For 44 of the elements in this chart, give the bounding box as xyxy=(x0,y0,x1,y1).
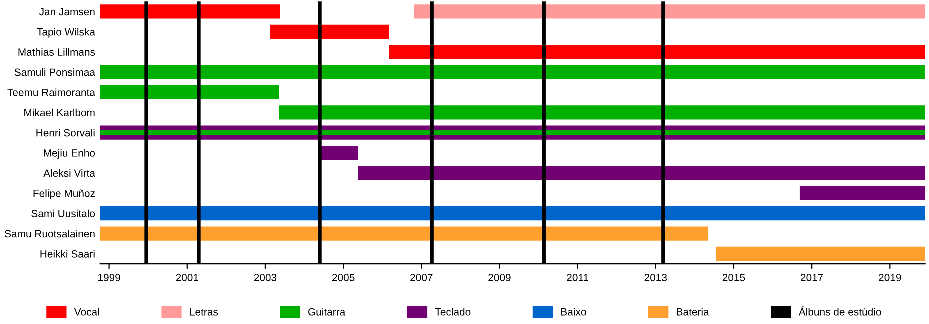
bar xyxy=(100,4,280,19)
bar xyxy=(100,65,926,80)
bar xyxy=(389,45,926,60)
bar xyxy=(100,85,280,100)
legend-label: Bateria xyxy=(677,308,710,316)
bar xyxy=(320,146,358,160)
legend-label: Letras xyxy=(190,308,218,316)
x-tick-label: 2017 xyxy=(801,274,824,282)
x-tick-label: 2011 xyxy=(567,274,589,282)
x-tick-label: 1999 xyxy=(98,274,120,282)
y-tick-label: Mikael Karlbom xyxy=(24,108,95,117)
x-tick-label: 2019 xyxy=(879,274,902,282)
y-tick-label: Henri Sorvali xyxy=(36,129,95,137)
x-tick-label: 2007 xyxy=(410,274,433,282)
legend-label: Baixo xyxy=(562,308,586,316)
legend-label: Guitarra xyxy=(308,308,346,316)
x-tick-label: 2015 xyxy=(722,274,746,282)
y-tick-label: Tapio Wilska xyxy=(37,28,96,38)
bar xyxy=(358,166,926,180)
y-tick-label: Samu Ruotsalainen xyxy=(5,230,95,238)
x-tick-label: 2009 xyxy=(488,274,511,282)
legend-label: Teclado xyxy=(435,308,471,316)
legend-label: Vocal xyxy=(74,308,100,316)
y-tick-label: Mathias Lillmans xyxy=(18,48,96,56)
x-tick-label: 2005 xyxy=(332,274,355,282)
y-tick-label: Samuli Ponsimaa xyxy=(14,68,96,76)
y-tick-label: Sami Uusitalo xyxy=(32,210,96,218)
y-tick-label: Jan Jamsen xyxy=(39,8,95,16)
y-tick-label: Aleksi Virta xyxy=(44,169,96,178)
bar xyxy=(100,206,926,221)
y-tick-label: Teemu Raimoranta xyxy=(8,88,96,96)
y-tick-label: Mejiu Enho xyxy=(44,149,96,159)
y-tick-label: Felipe Muñoz xyxy=(34,190,95,200)
bar xyxy=(270,24,390,39)
legend-label: Álbuns de estúdio xyxy=(798,306,882,316)
bar xyxy=(279,106,926,120)
bar xyxy=(716,246,926,262)
bar xyxy=(100,226,708,241)
y-tick-label: Heikki Saari xyxy=(40,250,95,258)
bar xyxy=(800,186,926,200)
bar xyxy=(414,4,926,19)
x-tick-label: 2001 xyxy=(176,274,198,282)
x-tick-label: 2013 xyxy=(644,274,668,282)
x-tick-label: 2003 xyxy=(254,274,277,282)
